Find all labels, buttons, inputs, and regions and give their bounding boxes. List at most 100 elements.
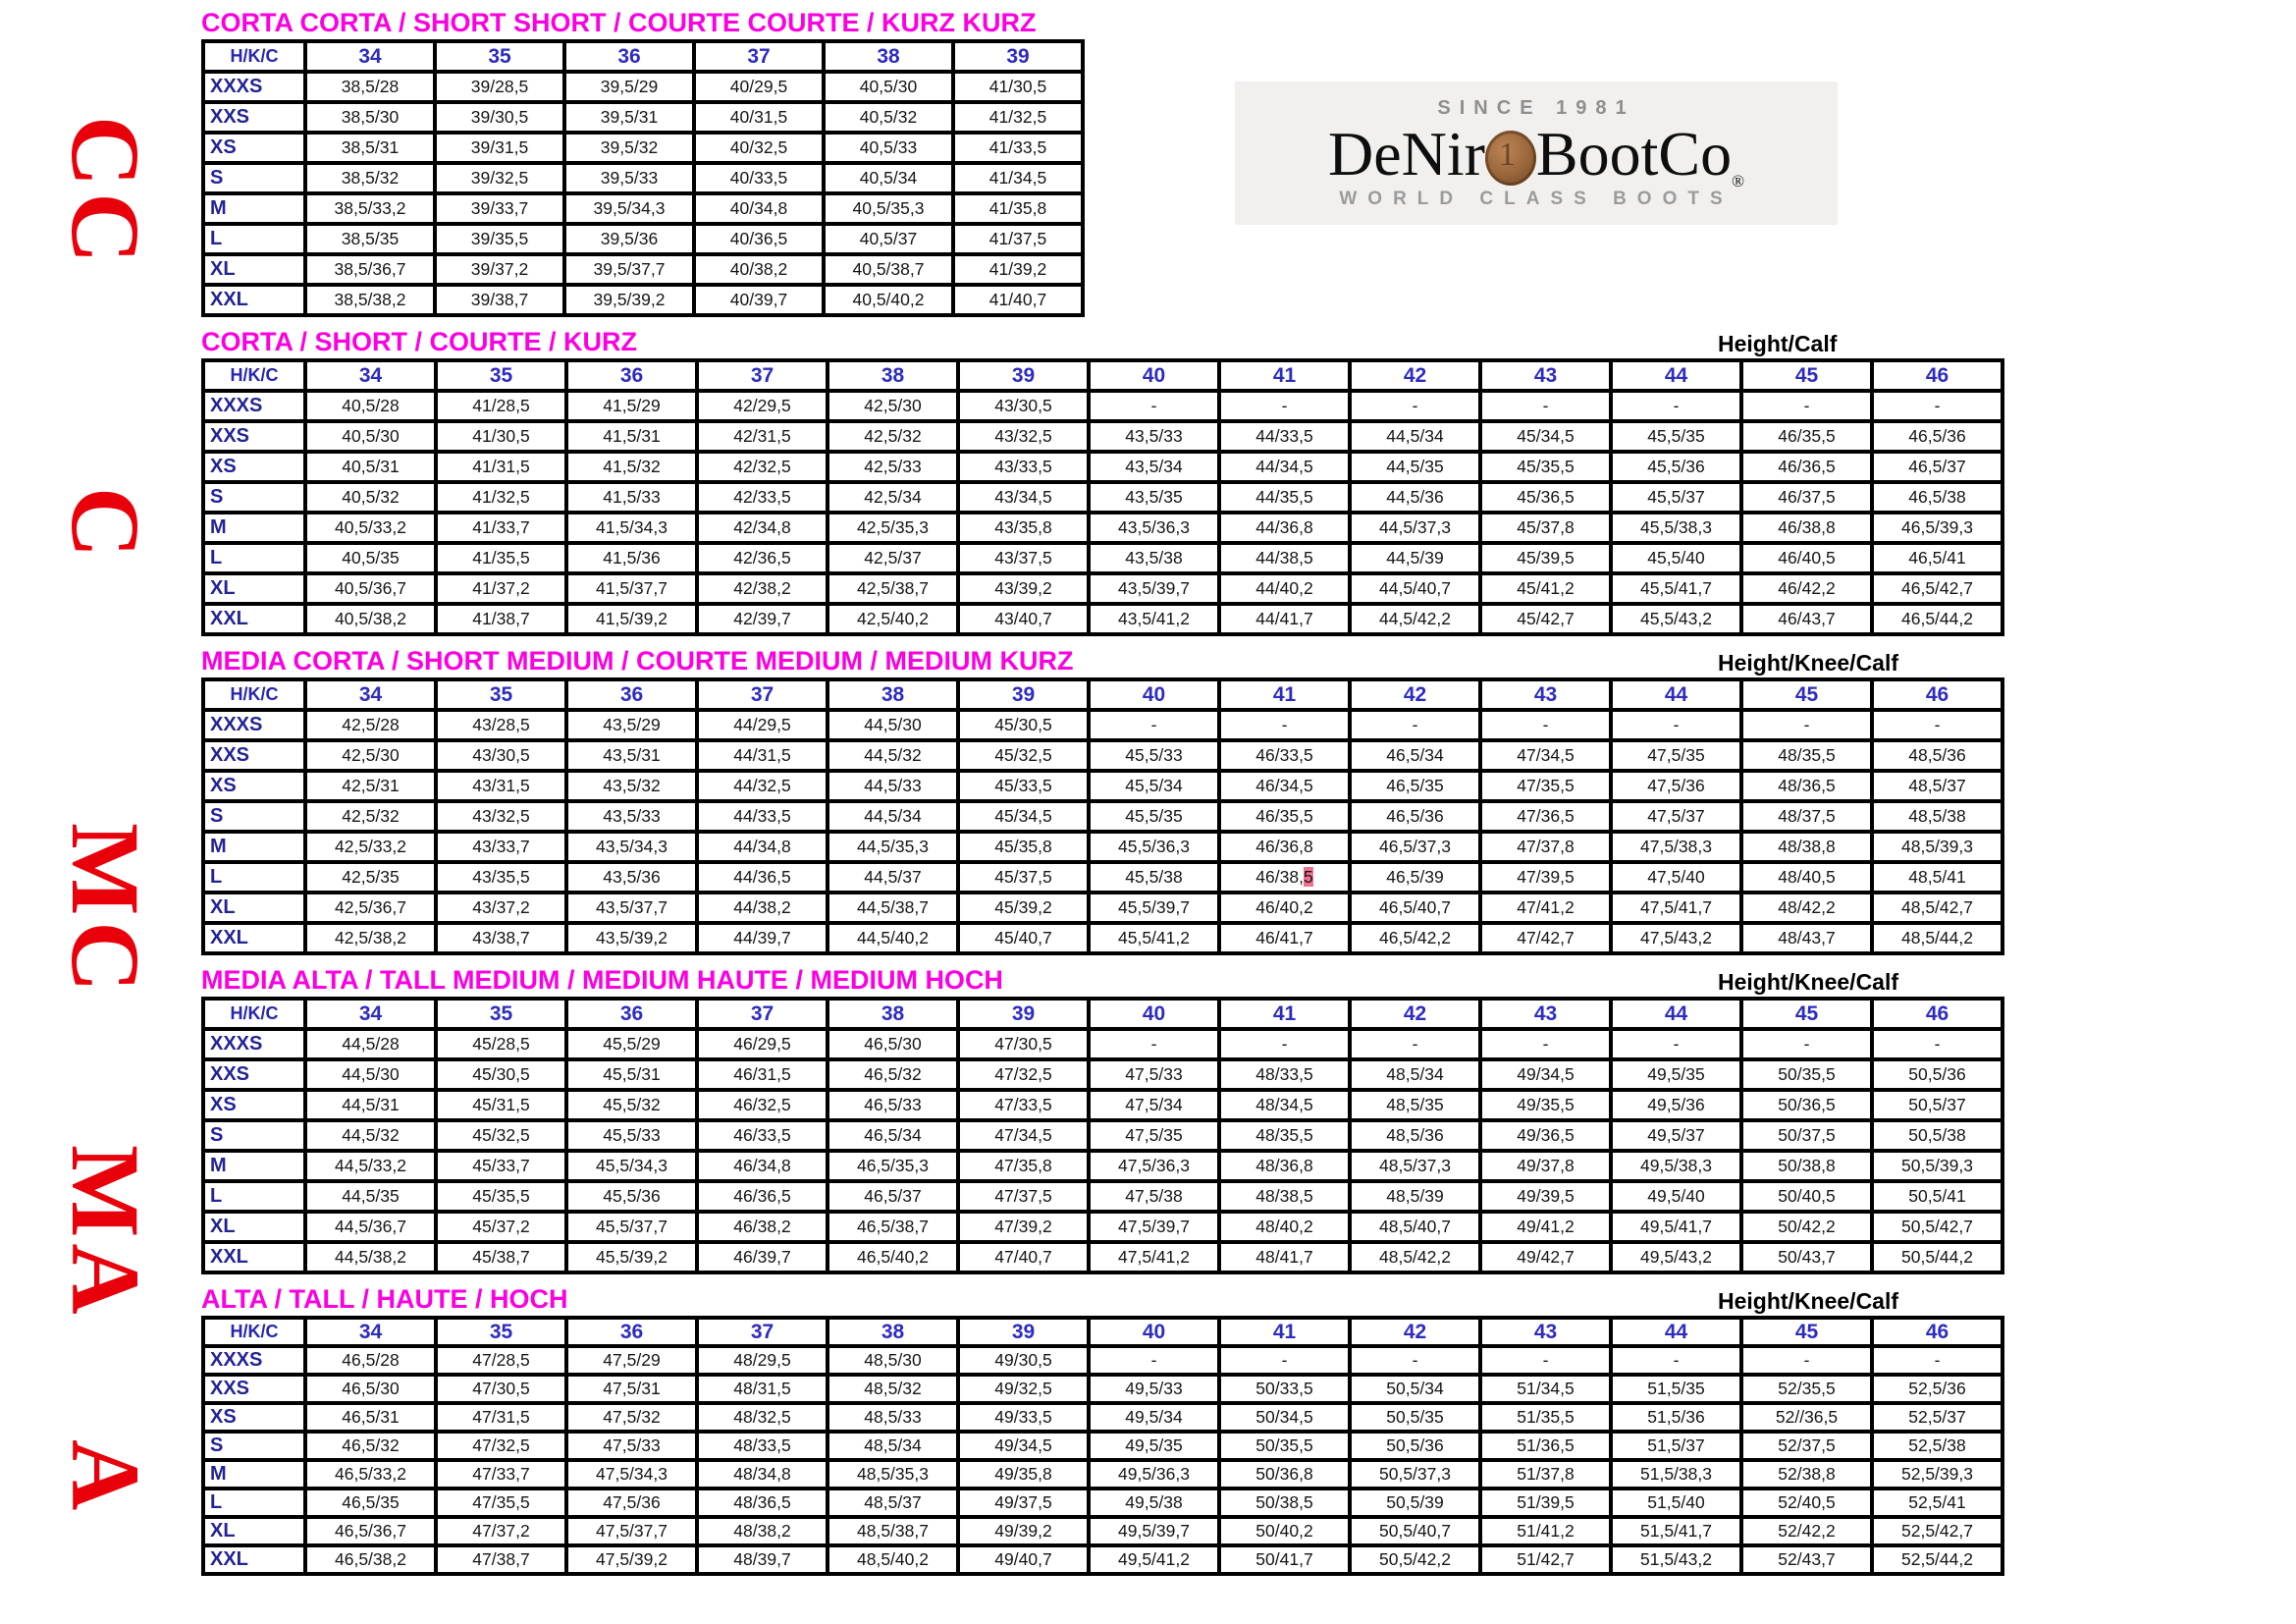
size-cell: 42,5/40,2 xyxy=(826,602,960,636)
size-table: H/K/C 34 35 36 37 38 39 40 41 42 43 44 45 46 XXXS 40,5/… xyxy=(201,358,2004,636)
size-cell: 45,5/34,3 xyxy=(564,1149,699,1183)
size-cell: 47/41,2 xyxy=(1478,891,1613,925)
size-cell: 43/28,5 xyxy=(434,708,568,742)
table-row: XXXS 44,5/28 45/28,5 45,5/29 46/29,5 46,5/30 4… xyxy=(201,1027,2004,1061)
size-cell: 46,5/36,7 xyxy=(303,1515,438,1547)
size-cell: 48/38,5 xyxy=(1217,1179,1352,1214)
size-cell: 40/29,5 xyxy=(692,70,826,104)
size-cell: 44/33,5 xyxy=(695,799,829,834)
column-header: 34 xyxy=(303,358,438,393)
size-cell: 52,5/38 xyxy=(1870,1430,2004,1462)
size-cell: 44,5/28 xyxy=(303,1027,438,1061)
size-cell: 38,5/32 xyxy=(303,161,437,195)
row-size-label: XXXS xyxy=(201,708,307,742)
column-header: 35 xyxy=(434,358,568,393)
size-cell: 38,5/33,2 xyxy=(303,191,437,226)
size-cell: 46,5/42,2 xyxy=(1348,921,1482,955)
row-size-label: M xyxy=(201,191,307,226)
size-cell: 49/36,5 xyxy=(1478,1118,1613,1153)
size-cell: 46,5/41 xyxy=(1870,541,2004,575)
column-header: 44 xyxy=(1609,677,1743,712)
logo-brand-right: BootCo xyxy=(1535,118,1733,189)
corner-header: H/K/C xyxy=(201,358,307,393)
column-header: 37 xyxy=(695,1316,829,1348)
size-cell: 40,5/28 xyxy=(303,389,438,423)
size-cell: 47/36,5 xyxy=(1478,799,1613,834)
size-cell: 42/38,2 xyxy=(695,571,829,606)
size-cell: - xyxy=(1739,1344,1874,1377)
column-header: 42 xyxy=(1348,1316,1482,1348)
table-title: CORTA CORTA / SHORT SHORT / COURTE COURT… xyxy=(201,8,1037,37)
size-cell: 39,5/36 xyxy=(562,222,696,256)
size-cell: 50,5/44,2 xyxy=(1870,1240,2004,1274)
size-cell: 42,5/30 xyxy=(826,389,960,423)
brand-logo: SINCE 1981 DeNir BootCo ® WORLD CLASS BO… xyxy=(1235,81,1838,225)
size-cell: 45/36,5 xyxy=(1478,480,1613,514)
size-cell: 46/38,8 xyxy=(1739,511,1874,545)
size-cell: 38,5/38,2 xyxy=(303,283,437,317)
row-size-label: L xyxy=(201,860,307,894)
size-cell: 44/34,8 xyxy=(695,830,829,864)
size-cell: 43/30,5 xyxy=(956,389,1091,423)
corner-header: H/K/C xyxy=(201,677,307,712)
size-cell: 50,5/41 xyxy=(1870,1179,2004,1214)
size-cell: 52/42,2 xyxy=(1739,1515,1874,1547)
size-cell: 48/40,2 xyxy=(1217,1210,1352,1244)
size-cell: - xyxy=(1348,389,1482,423)
row-size-label: XXXS xyxy=(201,1027,307,1061)
size-cell: 49,5/38 xyxy=(1087,1487,1221,1519)
size-cell: 48/42,2 xyxy=(1739,891,1874,925)
row-size-label: XXXS xyxy=(201,70,307,104)
row-size-label: XL xyxy=(201,252,307,287)
table-title: ALTA / TALL / HAUTE / HOCH xyxy=(201,1284,568,1314)
size-cell: 50/40,2 xyxy=(1217,1515,1352,1547)
height-legend: Height/Calf xyxy=(1718,331,1838,356)
size-cell: 51/37,8 xyxy=(1478,1458,1613,1490)
size-cell: 46,5/38,7 xyxy=(826,1210,960,1244)
size-cell: 45,5/40 xyxy=(1609,541,1743,575)
size-cell: 46,5/36 xyxy=(1348,799,1482,834)
size-cell: 42,5/31 xyxy=(303,769,438,803)
size-cell: 43/30,5 xyxy=(434,738,568,773)
size-cell: 47,5/34,3 xyxy=(564,1458,699,1490)
size-cell: 49,5/39,7 xyxy=(1087,1515,1221,1547)
size-cell: 46/41,7 xyxy=(1217,921,1352,955)
size-cell: 42,5/33 xyxy=(826,450,960,484)
size-cell: 47/30,5 xyxy=(434,1373,568,1405)
table-row: L 38,5/35 39/35,5 39,5/36 40/36,5 40,5/37 41/3… xyxy=(201,222,1085,256)
size-cell: 46,5/39 xyxy=(1348,860,1482,894)
size-cell: 45,5/29 xyxy=(564,1027,699,1061)
row-size-label: XL xyxy=(201,1210,307,1244)
size-cell: 47/32,5 xyxy=(956,1057,1091,1092)
size-cell: 42,5/35,3 xyxy=(826,511,960,545)
table-row: XXS 40,5/30 41/30,5 41,5/31 42/31,5 42,5/32 43… xyxy=(201,419,2004,454)
size-cell: 50,5/37 xyxy=(1870,1088,2004,1122)
column-header: 41 xyxy=(1217,358,1352,393)
size-cell: 46/40,2 xyxy=(1217,891,1352,925)
column-header: 46 xyxy=(1870,997,2004,1031)
size-cell: 44,5/30 xyxy=(826,708,960,742)
table-row: L 42,5/35 43/35,5 43,5/36 44/36,5 44,5/37 45/3… xyxy=(201,860,2004,894)
size-cell: 39/37,2 xyxy=(433,252,566,287)
size-cell: 45/28,5 xyxy=(434,1027,568,1061)
size-cell: 46/39,7 xyxy=(695,1240,829,1274)
table-row: XS 46,5/31 47/31,5 47,5/32 48/32,5 48,5/33 49/… xyxy=(201,1401,2004,1434)
size-table: H/K/C 34 35 36 37 38 39 40 41 42 43 44 45 46 XXXS 46,5/… xyxy=(201,1316,2004,1576)
size-cell: 48,5/35 xyxy=(1348,1088,1482,1122)
table-row: S 46,5/32 47/32,5 47,5/33 48/33,5 48,5/34 49/3… xyxy=(201,1430,2004,1462)
size-cell: 47,5/37 xyxy=(1609,799,1743,834)
size-cell: 50,5/36 xyxy=(1870,1057,2004,1092)
size-cell: 44,5/38,2 xyxy=(303,1240,438,1274)
size-cell: 46,5/34 xyxy=(1348,738,1482,773)
column-header: 35 xyxy=(434,997,568,1031)
size-cell: 45/30,5 xyxy=(434,1057,568,1092)
table-row: XXXS 42,5/28 43/28,5 43,5/29 44/29,5 44,5/30 4… xyxy=(201,708,2004,742)
size-cell: 44/29,5 xyxy=(695,708,829,742)
size-cell: 49,5/41,2 xyxy=(1087,1543,1221,1576)
size-cell: 43,5/38 xyxy=(1087,541,1221,575)
size-cell: 41/28,5 xyxy=(434,389,568,423)
size-cell: - xyxy=(1217,1027,1352,1061)
size-cell: 46,5/33 xyxy=(826,1088,960,1122)
size-cell: - xyxy=(1870,389,2004,423)
table-row: XXL 40,5/38,2 41/38,7 41,5/39,2 42/39,7 42,5/… xyxy=(201,602,2004,636)
